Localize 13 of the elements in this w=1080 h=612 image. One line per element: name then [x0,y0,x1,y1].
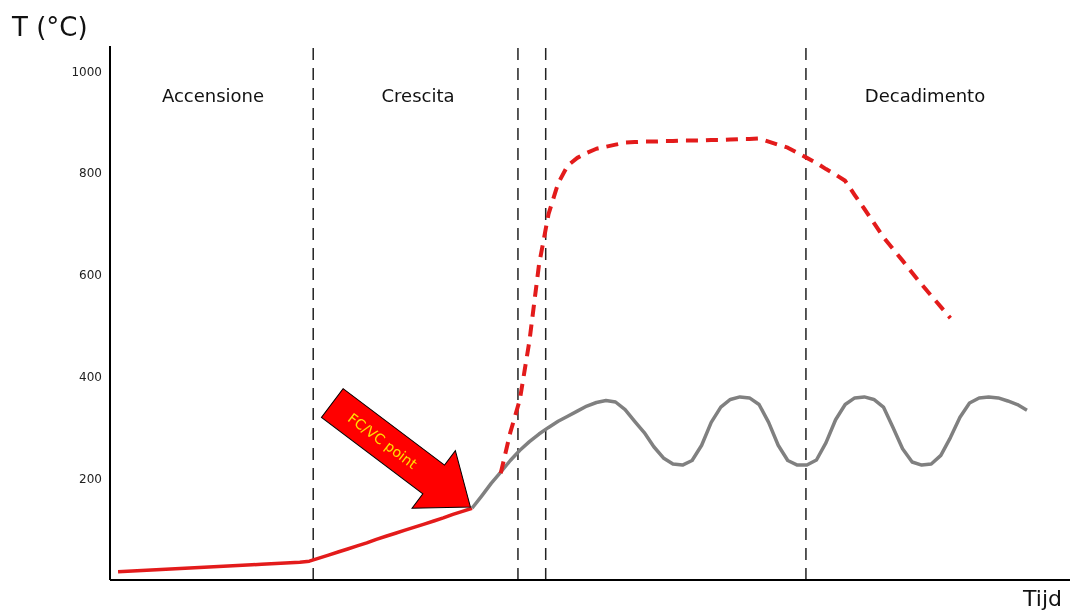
y-tick-label: 800 [79,166,102,181]
annotation: Decadimento [864,84,986,106]
y-tick-label: 600 [79,268,102,283]
line-series [498,136,953,476]
x-axis-title: Tijd [1023,586,1062,612]
y-tick-label: 1000 [71,64,102,79]
annotation: Crescita [381,84,455,106]
line-series [116,506,474,574]
y-tick-label: 200 [79,471,102,486]
line-series [470,395,1029,511]
y-axis-title: T (°C) [12,12,88,42]
y-tick-label: 400 [79,369,102,384]
annotation: Accensione [161,84,265,106]
